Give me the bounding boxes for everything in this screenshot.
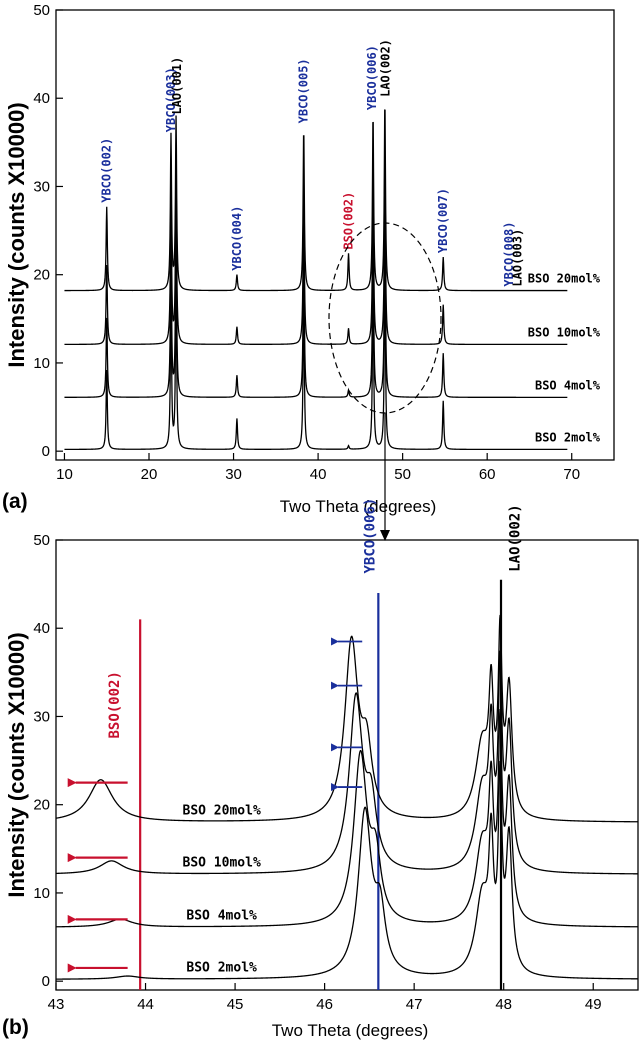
y-tick-label-a: 20 <box>33 267 50 284</box>
series-label-a-bso-10mol: BSO 10mol% <box>528 325 601 339</box>
y-tick-label-a: 40 <box>33 90 50 107</box>
x-axis-label-b: Two Theta (degrees) <box>272 1021 429 1040</box>
plot-frame-a <box>55 9 615 461</box>
series-label-b-bso-10mol: BSO 10mol% <box>183 855 261 870</box>
y-axis-label-b: Intensity (counts X10000) <box>4 632 29 897</box>
y-tick-label-b: 20 <box>33 797 50 814</box>
x-tick-label-a: 30 <box>225 466 242 483</box>
series-label-b-bso-20mol: BSO 20mol% <box>183 803 261 818</box>
series-group-b: BSO 20mol% BSO 10mol% BSO 4mol% BSO 2mol% <box>55 614 638 980</box>
reference-lines-b <box>139 579 503 990</box>
series-group-a: BSO 20mol% BSO 10mol% BSO 4mol% BSO 2mol% <box>64 109 601 451</box>
series-line-b-bso-10mol <box>55 650 638 875</box>
peak-label-a-lao-002: LAO(002) <box>379 39 393 97</box>
y-tick-label-b: 10 <box>33 885 50 902</box>
x-tick-label-a: 20 <box>141 466 158 483</box>
series-label-b-bso-4mol: BSO 4mol% <box>186 908 257 923</box>
series-line-b-bso-20mol <box>55 614 638 823</box>
series-label-a-bso-4mol: BSO 4mol% <box>535 378 601 392</box>
peak-label-b-bso-002: BSO(002) <box>107 671 123 738</box>
peak-annotations-b: BSO(002) YBCO(006) LAO(002) <box>107 498 523 739</box>
x-tick-label-b: 47 <box>406 996 423 1013</box>
peak-label-a-ybco-006: YBCO(006) <box>365 45 379 110</box>
peak-label-a-ybco-003: YBCO(003) <box>164 67 178 132</box>
series-line-b-bso-4mol <box>56 709 638 928</box>
peak-label-b-ybco-006: YBCO(006) <box>362 498 378 574</box>
x-tick-label-b: 49 <box>585 996 602 1013</box>
y-tick-label-b: 0 <box>42 973 50 990</box>
series-label-b-bso-2mol: BSO 2mol% <box>186 960 257 975</box>
series-label-a-bso-20mol: BSO 20mol% <box>528 272 601 286</box>
y-tick-label-a: 30 <box>33 178 50 195</box>
x-tick-label-b: 46 <box>316 996 333 1013</box>
peak-label-a-ybco-004: YBCO(004) <box>230 206 244 271</box>
series-line-b-bso-2mol <box>55 761 638 980</box>
x-tick-label-a: 50 <box>394 466 411 483</box>
peak-label-b-lao-002: LAO(002) <box>507 504 523 571</box>
panel-label-a: (a) <box>2 490 28 513</box>
peak-label-a-ybco-008: YBCO(008) <box>502 222 516 287</box>
axis-ticks-b: 43 44 45 46 47 48 49 0 10 20 30 40 50 <box>33 532 601 1013</box>
y-axis-label-a: Intensity (counts X10000) <box>4 102 29 367</box>
y-tick-label-b: 40 <box>33 620 50 637</box>
y-tick-label-a: 0 <box>42 443 50 460</box>
zoom-arrow-head <box>380 530 390 541</box>
panel-label-b: (b) <box>2 1016 29 1039</box>
axis-ticks-a: 10 20 30 40 50 60 70 0 10 20 30 40 50 <box>33 2 580 483</box>
y-tick-label-a: 10 <box>33 355 50 372</box>
y-tick-label-a: 50 <box>33 2 50 19</box>
series-line-a-bso-20mol <box>64 109 568 292</box>
x-tick-label-a: 70 <box>563 466 580 483</box>
peak-label-a-lao-003: LAO(003) <box>511 229 525 287</box>
peak-label-a-lao-001: LAO(001) <box>170 57 184 115</box>
series-line-a-bso-10mol <box>64 167 568 346</box>
series-label-a-bso-2mol: BSO 2mol% <box>535 430 601 444</box>
peak-label-a-ybco-007: YBCO(007) <box>436 188 450 253</box>
x-tick-label-a: 40 <box>310 466 327 483</box>
y-tick-label-b: 30 <box>33 708 50 725</box>
peak-label-a-ybco-005: YBCO(005) <box>297 58 311 123</box>
plot-frame-b <box>55 539 639 991</box>
shift-arrows-b <box>67 637 363 973</box>
peak-annotations-a: YBCO(002) YBCO(003)LAO(001) YBCO(004) YBCO(… <box>100 39 525 287</box>
x-axis-label-a: Two Theta (degrees) <box>280 497 437 516</box>
series-line-a-bso-4mol <box>64 220 568 398</box>
x-tick-label-a: 60 <box>479 466 496 483</box>
peak-label-a-bso-002: BSO(002) <box>342 192 356 250</box>
x-tick-label-b: 48 <box>495 996 512 1013</box>
peak-label-a-ybco-002: YBCO(002) <box>100 138 114 203</box>
y-tick-label-b: 50 <box>33 532 50 549</box>
x-tick-label-b: 44 <box>137 996 154 1013</box>
x-tick-label-b: 45 <box>227 996 244 1013</box>
x-tick-label-b: 43 <box>48 996 65 1013</box>
x-tick-label-a: 10 <box>56 466 73 483</box>
series-line-a-bso-2mol <box>64 272 568 451</box>
